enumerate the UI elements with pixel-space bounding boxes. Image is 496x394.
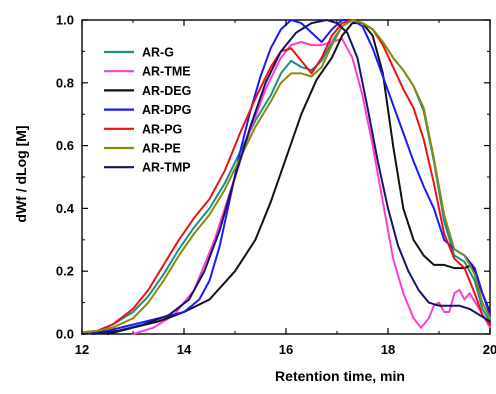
legend-label: AR-TMP — [142, 161, 191, 175]
curves-layer — [81, 19, 491, 335]
legend-item-ar-tmp: AR-TMP — [104, 161, 191, 175]
legend-item-ar-g: AR-G — [104, 46, 174, 60]
legend-label: AR-G — [142, 46, 174, 60]
legend-item-ar-pe: AR-PE — [104, 142, 181, 156]
legend-label: AR-PE — [142, 142, 181, 156]
y-tick-label: 0.2 — [56, 264, 74, 279]
legend: AR-G AR-TME AR-DEG AR-DPG AR-PG AR-PE AR-TMP — [104, 46, 191, 175]
legend-item-ar-dpg: AR-DPG — [104, 103, 191, 117]
y-tick-label: 1.0 — [56, 13, 74, 28]
legend-item-ar-deg: AR-DEG — [104, 84, 191, 98]
legend-item-ar-tme: AR-TME — [104, 65, 191, 79]
y-axis-label: dWf / dLog [M] — [13, 125, 29, 222]
x-axis-label: Retention time, min — [275, 368, 405, 384]
legend-label: AR-TME — [142, 65, 191, 79]
y-tick-label: 0.4 — [56, 201, 75, 216]
series-line-ar-dpg — [81, 19, 491, 335]
legend-item-ar-pg: AR-PG — [104, 122, 182, 136]
x-tick-label: 16 — [279, 342, 293, 357]
series-line-ar-pe — [81, 19, 491, 334]
y-tick-label: 0.6 — [56, 138, 74, 153]
x-tick-label: 18 — [381, 342, 395, 357]
x-tick-label: 14 — [177, 342, 192, 357]
x-tick-label: 12 — [75, 342, 89, 357]
y-tick-label: 0.8 — [56, 75, 74, 90]
legend-label: AR-PG — [142, 122, 182, 136]
ticks-layer: 12 14 16 18 20 0.0 0.2 0.4 0.6 0.8 1.0 — [56, 13, 496, 358]
series-line-ar-pg — [81, 19, 491, 334]
legend-label: AR-DPG — [142, 103, 191, 117]
y-tick-label: 0.0 — [56, 327, 74, 342]
legend-label: AR-DEG — [142, 84, 191, 98]
series-line-ar-tmp — [91, 19, 491, 335]
x-tick-label: 20 — [483, 342, 496, 357]
